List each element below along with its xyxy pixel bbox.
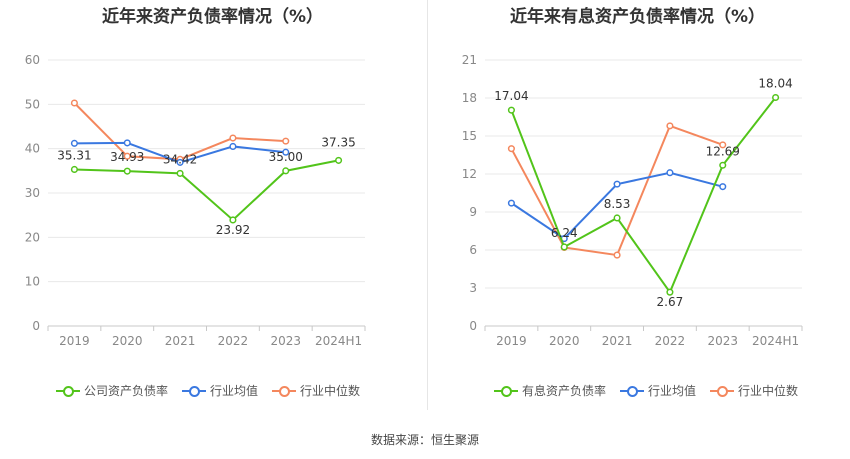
left-chart-title: 近年来资产负债率情况（%） <box>101 7 324 27</box>
left-legend-item-0[interactable]: 公司资产负债率 <box>56 382 168 399</box>
left-series-point-2 <box>229 134 237 142</box>
right-series-point-2 <box>613 251 621 259</box>
right-chart-title: 近年来有息资产负债率情况（%） <box>509 7 766 27</box>
right-data-label: 6.24 <box>551 226 578 240</box>
left-x-tick-label: 2020 <box>112 334 143 348</box>
right-y-tick-label: 18 <box>462 91 477 105</box>
right-chart-legend: 有息资产负债率 行业均值 行业中位数 <box>494 382 798 399</box>
left-series-point-2 <box>123 152 131 160</box>
right-x-tick-label: 2023 <box>707 334 738 348</box>
left-series-point-1 <box>123 139 131 147</box>
left-y-tick-label: 50 <box>25 97 40 111</box>
right-series-point-2 <box>507 145 515 153</box>
right-x-tick-label: 2022 <box>655 334 686 348</box>
legend-label: 行业中位数 <box>300 384 361 398</box>
right-data-label: 12.69 <box>706 144 740 158</box>
right-x-tick-label: 2019 <box>496 334 527 348</box>
legend-line-marker-icon <box>620 384 645 398</box>
left-y-tick-label: 40 <box>25 142 40 156</box>
legend-label: 行业中位数 <box>738 384 799 398</box>
left-series-point-1 <box>282 148 290 156</box>
left-legend-item-2[interactable]: 行业中位数 <box>272 382 360 399</box>
left-data-label: 37.35 <box>321 135 355 149</box>
left-series-point-1 <box>176 158 184 166</box>
left-data-label: 23.92 <box>216 223 250 237</box>
legend-line-marker-icon <box>494 384 518 398</box>
legend-label: 有息资产负债率 <box>522 384 607 398</box>
right-legend-item-0[interactable]: 有息资产负债率 <box>494 382 606 399</box>
left-series-point-0 <box>335 156 343 164</box>
left-series-point-0 <box>282 167 290 175</box>
left-series-point-0 <box>70 165 78 174</box>
right-series-point-2 <box>666 122 674 130</box>
legend-line-marker-icon <box>56 384 80 398</box>
left-series-point-2 <box>282 137 290 145</box>
right-data-label: 2.67 <box>657 295 684 309</box>
right-series-point-1 <box>507 199 515 207</box>
legend-line-marker-icon <box>272 384 297 398</box>
legend-line-marker-icon <box>710 384 735 398</box>
left-series-point-2 <box>70 99 78 107</box>
right-data-label: 18.04 <box>758 76 792 90</box>
legend-label: 公司资产负债率 <box>84 384 169 398</box>
data-source-note: 数据来源：恒生聚源 <box>370 433 479 447</box>
right-series-point-0 <box>719 161 727 169</box>
right-y-tick-label: 9 <box>469 205 477 219</box>
left-y-tick-label: 60 <box>25 53 40 67</box>
left-x-tick-label: 2024H1 <box>315 334 362 348</box>
right-series-point-1 <box>613 180 621 188</box>
right-y-tick-label: 21 <box>462 53 477 67</box>
left-series-point-1 <box>229 142 237 150</box>
right-legend-item-1[interactable]: 行业均值 <box>620 382 696 399</box>
legend-line-marker-icon <box>182 384 207 398</box>
right-series-point-0 <box>666 288 674 296</box>
left-chart-legend: 公司资产负债率 行业均值 行业中位数 <box>56 382 360 399</box>
left-series-point-0 <box>229 216 237 224</box>
left-y-tick-label: 0 <box>32 319 40 333</box>
left-series-point-1 <box>70 139 78 147</box>
right-y-tick-label: 12 <box>462 167 477 181</box>
right-series-point-0 <box>772 93 780 102</box>
left-x-tick-label: 2022 <box>218 334 249 348</box>
right-series-point-0 <box>560 243 568 251</box>
left-y-tick-label: 10 <box>25 275 40 289</box>
right-series-point-0 <box>507 106 515 114</box>
left-x-tick-label: 2019 <box>59 334 90 348</box>
right-y-tick-label: 3 <box>469 281 477 295</box>
legend-label: 行业均值 <box>648 384 697 398</box>
left-x-tick-label: 2023 <box>270 334 301 348</box>
right-data-label: 17.04 <box>494 89 528 103</box>
panel-divider <box>427 0 428 410</box>
left-series-line-2 <box>73 102 286 161</box>
left-series-line-0 <box>74 159 339 222</box>
right-series-point-0 <box>613 214 621 222</box>
left-legend-item-1[interactable]: 行业均值 <box>182 382 258 399</box>
right-x-tick-label: 2021 <box>602 334 633 348</box>
legend-label: 行业均值 <box>210 384 259 398</box>
right-series-point-1 <box>719 183 727 191</box>
left-x-tick-label: 2021 <box>165 334 196 348</box>
right-series-point-1 <box>666 169 674 177</box>
left-y-tick-label: 30 <box>25 186 40 200</box>
right-y-tick-label: 6 <box>469 243 477 257</box>
left-data-label: 34.42 <box>163 152 197 166</box>
left-data-label: 34.93 <box>110 150 144 164</box>
left-data-label: 35.31 <box>57 148 91 162</box>
right-x-tick-label: 2020 <box>549 334 580 348</box>
right-data-label: 8.53 <box>604 197 631 211</box>
left-y-tick-label: 20 <box>25 230 40 244</box>
right-y-tick-label: 15 <box>462 129 477 143</box>
right-legend-item-2[interactable]: 行业中位数 <box>710 382 798 399</box>
left-data-label: 35.00 <box>269 150 303 164</box>
left-series-point-0 <box>176 169 184 177</box>
right-series-line-0 <box>510 96 777 295</box>
right-x-tick-label: 2024H1 <box>752 334 799 348</box>
right-series-point-2 <box>719 141 727 149</box>
right-y-tick-label: 0 <box>469 319 477 333</box>
left-series-point-0 <box>123 167 131 175</box>
